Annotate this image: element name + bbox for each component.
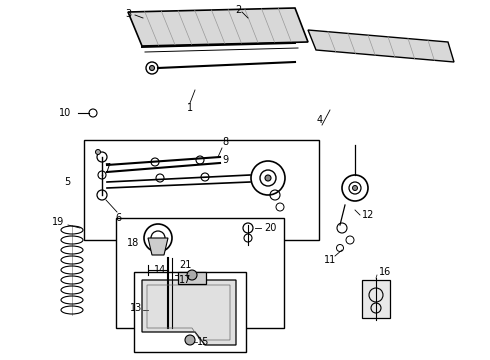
Polygon shape xyxy=(148,238,168,255)
Text: 2: 2 xyxy=(235,5,241,15)
Text: 10: 10 xyxy=(59,108,71,118)
Polygon shape xyxy=(128,8,308,46)
Bar xyxy=(84,140,319,240)
Bar xyxy=(178,272,206,284)
Circle shape xyxy=(185,335,195,345)
Bar xyxy=(362,280,390,318)
Circle shape xyxy=(149,66,154,71)
Text: 20: 20 xyxy=(264,223,276,233)
Bar xyxy=(116,218,284,328)
Text: 1: 1 xyxy=(187,103,193,113)
Text: 5: 5 xyxy=(64,177,70,187)
Circle shape xyxy=(265,175,271,181)
Text: 21: 21 xyxy=(179,260,191,270)
Text: 3: 3 xyxy=(125,9,131,19)
Polygon shape xyxy=(308,30,454,62)
Circle shape xyxy=(96,149,100,154)
Circle shape xyxy=(187,270,197,280)
Text: 14: 14 xyxy=(154,265,166,275)
Text: 12: 12 xyxy=(362,210,374,220)
Text: 7: 7 xyxy=(104,163,110,173)
Polygon shape xyxy=(142,280,236,345)
Bar xyxy=(134,272,246,352)
Text: 18: 18 xyxy=(127,238,139,248)
Circle shape xyxy=(352,185,358,190)
Text: 13: 13 xyxy=(130,303,142,313)
Text: 4: 4 xyxy=(317,115,323,125)
Text: 6: 6 xyxy=(115,213,121,223)
Text: 8: 8 xyxy=(222,137,228,147)
Text: 19: 19 xyxy=(52,217,64,227)
Text: 17: 17 xyxy=(179,275,191,285)
Text: 16: 16 xyxy=(379,267,391,277)
Text: 9: 9 xyxy=(222,155,228,165)
Text: 15: 15 xyxy=(197,337,209,347)
Text: 11: 11 xyxy=(324,255,336,265)
